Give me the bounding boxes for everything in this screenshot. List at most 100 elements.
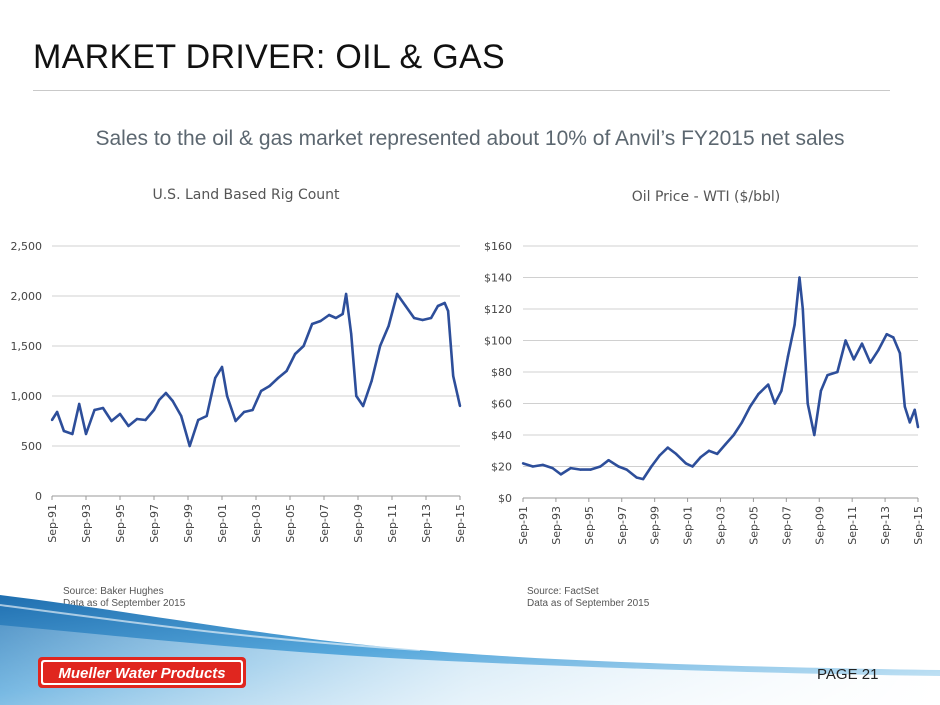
data-point [55,410,59,414]
x-tick-label: Sep-95 [583,506,596,545]
data-point [101,406,105,410]
data-point [773,402,777,405]
data-point [786,355,790,358]
slide-subtitle: Sales to the oil & gas market represente… [95,127,845,150]
data-point [819,389,823,393]
data-point [607,459,610,462]
data-point [302,344,305,348]
source-right-line1: Source: FactSet [527,586,599,597]
data-point [234,419,237,423]
data-point [569,466,572,470]
y-tick-label: 1,000 [11,390,43,403]
data-point [898,351,902,355]
data-point [836,370,839,374]
x-tick-label: Sep-13 [879,506,892,545]
x-tick-label: Sep-97 [148,504,161,543]
x-tick-label: Sep-01 [682,506,695,545]
data-point [276,376,280,380]
x-tick-label: Sep-95 [114,504,127,543]
data-point [395,292,399,296]
data-point [268,384,271,388]
data-point [724,443,727,446]
x-tick-label: Sep-93 [80,504,93,543]
x-tick-label: Sep-05 [284,504,297,543]
x-tick-label: Sep-11 [846,506,859,545]
data-point [716,452,719,456]
y-tick-label: 2,000 [11,290,43,303]
data-point [355,394,358,398]
mueller-logo: Mueller Water Products [38,657,246,688]
x-tick-label: Sep-91 [517,506,530,545]
data-point [617,465,620,468]
data-point [412,316,416,320]
data-point [319,319,322,323]
data-point [361,404,365,408]
data-point [197,418,200,422]
x-tick-label: Sep-03 [250,504,263,543]
slide-title: MARKET DRIVER: OIL & GAS [33,38,505,76]
y-tick-label: $60 [491,398,512,411]
data-point [378,344,382,348]
data-point [164,391,168,395]
source-left-line2: Data as of September 2015 [63,598,186,609]
x-tick-label: Sep-05 [747,506,760,545]
series-line [522,276,920,481]
data-point [446,309,450,313]
x-tick-label: Sep-97 [616,506,629,545]
y-tick-label: $0 [498,492,512,505]
data-point [780,389,783,393]
page-number: PAGE 21 [817,666,879,683]
data-point [551,466,554,470]
data-point [220,365,224,369]
source-note-left: Source: Baker Hughes Data as of Septembe… [63,586,185,610]
data-point [658,454,661,457]
data-point [801,307,804,311]
data-point [684,462,688,465]
data-point [852,358,856,361]
y-tick-label: $120 [484,303,512,316]
data-point [157,398,161,402]
y-tick-label: 2,500 [11,240,43,253]
data-point [214,376,217,380]
data-point [78,402,81,406]
chart-title: U.S. Land Based Rig Count [152,187,340,203]
data-point [259,389,263,393]
rig-count-chart: U.S. Land Based Rig Count 0 500 1,000 1,500 2… [11,187,468,543]
data-point [892,336,895,339]
data-point [666,446,670,449]
y-tick-label: 1,500 [11,340,43,353]
data-point [350,332,353,336]
source-left-line1: Source: Baker Hughes [63,586,164,597]
data-point [443,301,446,305]
data-point [152,408,156,412]
data-point [559,473,563,476]
data-point [903,405,907,408]
data-point [674,452,678,456]
data-point [707,449,711,452]
data-point [327,313,331,317]
y-tick-label: $100 [484,335,512,348]
data-point [71,432,74,436]
y-tick-label: $140 [484,272,512,285]
data-point [127,424,130,428]
data-point [341,312,344,316]
data-point [813,433,816,437]
x-tick-label: Sep-09 [352,504,365,543]
y-tick-label: 0 [35,490,42,503]
data-point [387,324,390,328]
data-point [740,421,744,424]
data-point [531,465,535,468]
data-point [757,392,760,396]
data-point [869,361,872,364]
data-point [458,404,462,408]
x-tick-label: Sep-15 [454,504,467,543]
data-point [650,465,653,468]
data-point [242,410,246,414]
data-point [885,333,888,336]
data-point [171,399,174,403]
data-point [110,419,113,423]
y-tick-label: $160 [484,240,512,253]
x-tick-label: Sep-91 [46,504,59,543]
x-tick-label: Sep-93 [550,506,563,545]
x-tick-label: Sep-09 [813,506,826,545]
